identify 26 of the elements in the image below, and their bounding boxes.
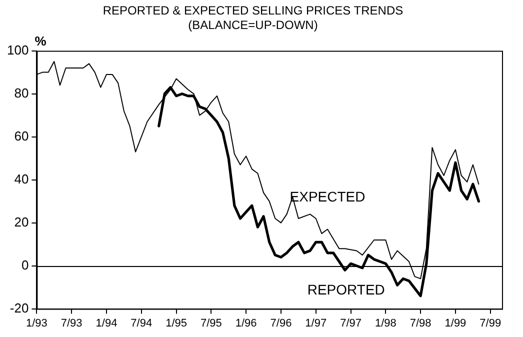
- y-tick-label: 60: [14, 128, 29, 144]
- x-tick-label: 7/95: [200, 317, 222, 330]
- x-tick-label: 7/98: [410, 317, 432, 330]
- x-tick-label: 7/99: [480, 317, 502, 330]
- y-tick-label: 40: [14, 171, 29, 186]
- chart-title: REPORTED & EXPECTED SELLING PRICES TRENDS: [102, 4, 404, 18]
- x-tick-label: 1/94: [96, 317, 118, 330]
- x-tick-label: 1/96: [235, 317, 257, 330]
- series-label: REPORTED: [307, 282, 385, 298]
- y-tick-label: 100: [6, 42, 29, 58]
- x-tick-label: 1/98: [374, 317, 396, 330]
- y-tick-label: 80: [14, 85, 29, 100]
- x-tick-label: 7/96: [270, 317, 292, 330]
- x-tick-label: 1/93: [26, 317, 48, 330]
- x-tick-label: 1/97: [305, 317, 327, 330]
- y-tick-label: -20: [10, 300, 29, 316]
- x-tick-label: 7/94: [130, 317, 152, 330]
- y-tick-label: 0: [21, 257, 29, 272]
- y-tick-label: 20: [14, 214, 29, 230]
- series-label: EXPECTED: [290, 188, 366, 205]
- x-tick-label: 7/93: [60, 317, 82, 330]
- x-tick-label: 1/95: [166, 317, 187, 330]
- chart-subtitle: (BALANCE=UP-DOWN): [188, 18, 318, 32]
- y-axis-title: %: [34, 33, 47, 48]
- x-tick-label: 1/99: [444, 317, 466, 330]
- x-tick-label: 7/97: [340, 317, 362, 330]
